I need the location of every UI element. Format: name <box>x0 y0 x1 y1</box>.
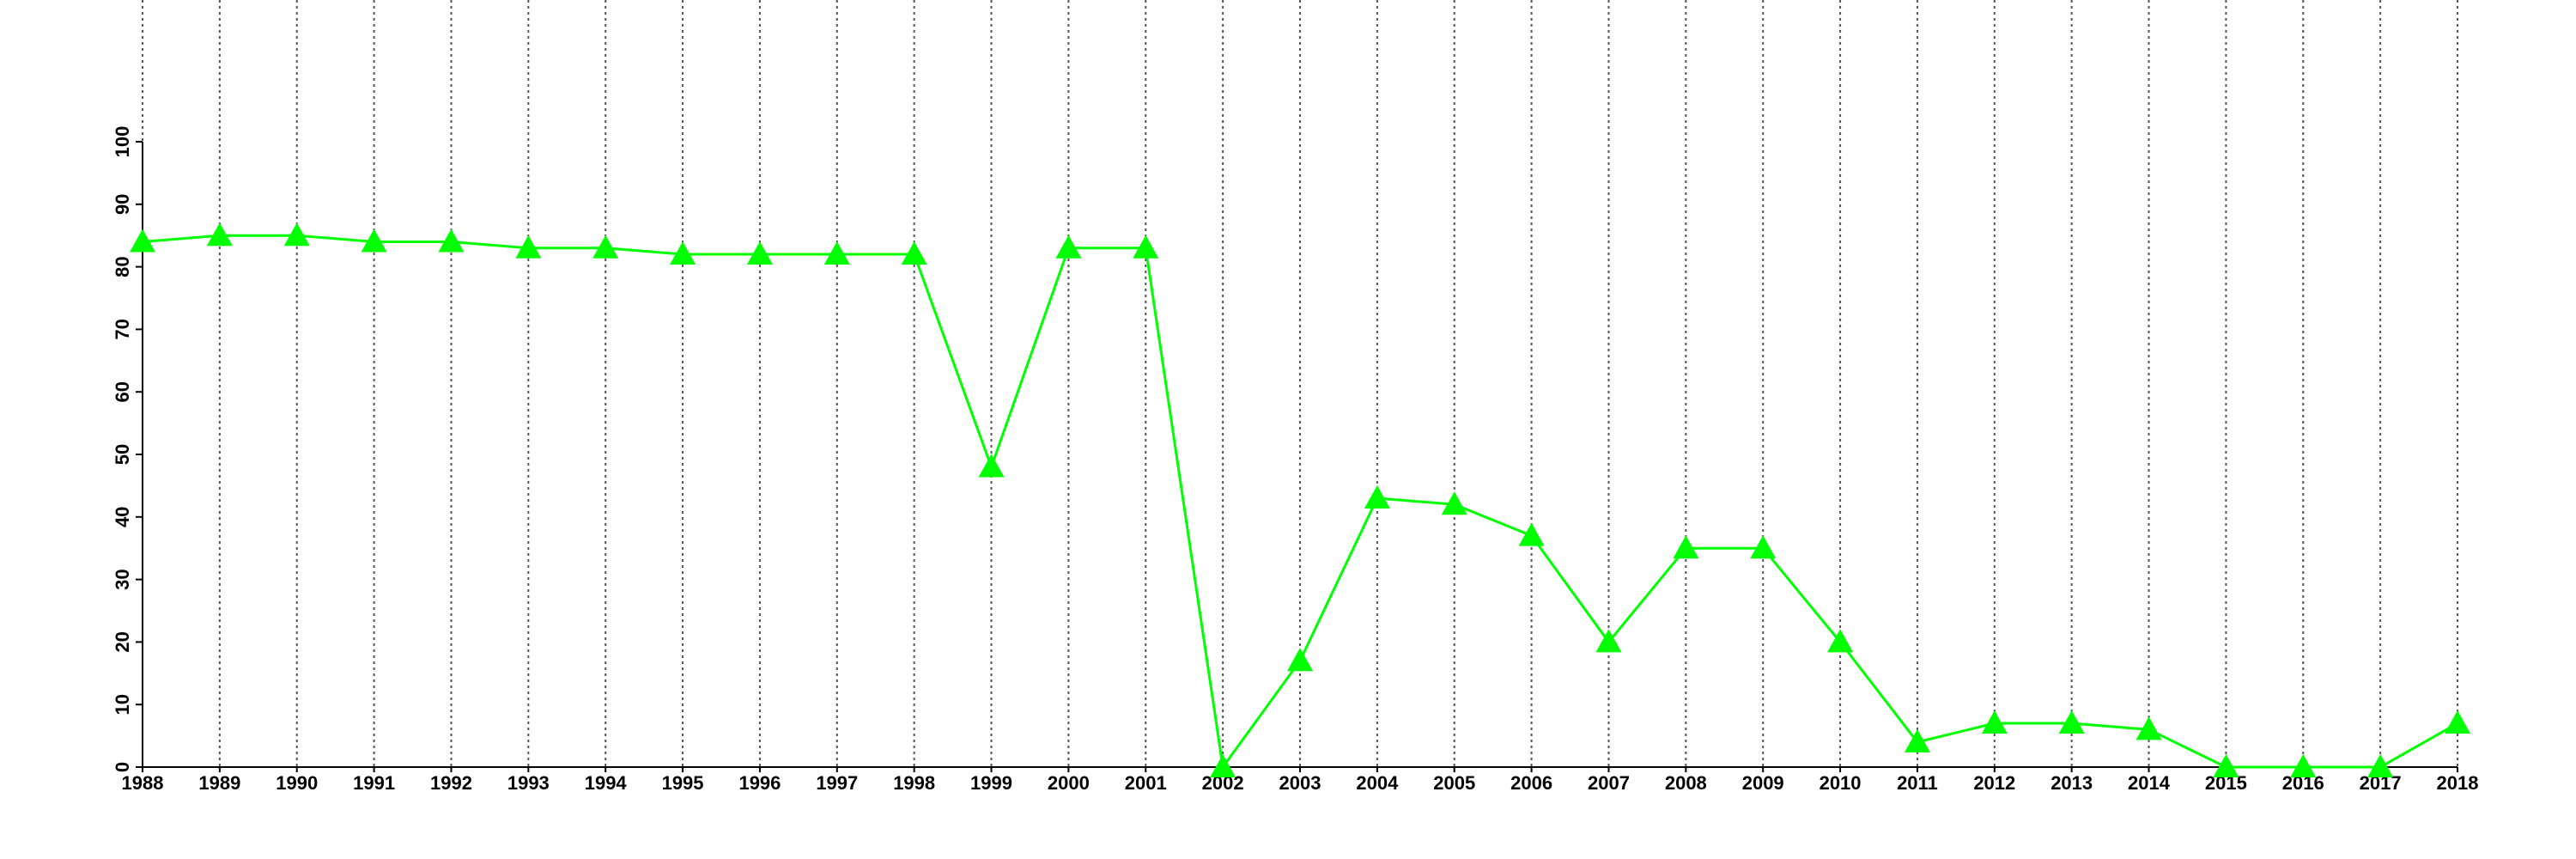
data-marker <box>1133 235 1159 259</box>
data-marker <box>901 241 927 265</box>
data-marker <box>592 235 619 259</box>
x-tick-label: 1992 <box>430 772 472 794</box>
y-tick-label: 80 <box>112 256 133 277</box>
y-tick-label: 90 <box>112 194 133 215</box>
data-marker <box>2290 754 2317 777</box>
data-marker <box>1518 522 1545 546</box>
data-marker <box>1055 235 1082 259</box>
data-marker <box>515 235 542 259</box>
data-marker <box>978 454 1005 478</box>
x-tick-label: 1991 <box>353 772 395 794</box>
x-tick-label: 2003 <box>1279 772 1321 794</box>
y-tick-label: 50 <box>112 444 133 465</box>
data-marker <box>1750 535 1777 559</box>
x-tick-label: 2001 <box>1125 772 1167 794</box>
x-tick-label: 2005 <box>1433 772 1475 794</box>
x-tick-label: 2008 <box>1665 772 1707 794</box>
x-tick-label: 1996 <box>738 772 781 794</box>
y-tick-label: 20 <box>112 631 133 652</box>
data-marker <box>1287 648 1313 672</box>
x-tick-label: 1988 <box>122 772 164 794</box>
data-marker <box>2213 754 2239 777</box>
x-tick-label: 1998 <box>893 772 935 794</box>
x-tick-label: 2013 <box>2050 772 2093 794</box>
y-tick-label: 10 <box>112 694 133 715</box>
data-marker <box>1827 629 1854 653</box>
data-marker <box>2445 710 2470 734</box>
y-tick-label: 60 <box>112 381 133 402</box>
data-marker <box>1673 535 1699 559</box>
x-tick-label: 1997 <box>816 772 858 794</box>
x-tick-label: 2000 <box>1048 772 1090 794</box>
data-marker <box>1904 728 1930 752</box>
data-marker <box>130 228 155 253</box>
data-marker <box>2136 716 2162 740</box>
data-marker <box>1210 754 1236 777</box>
y-tick-label: 70 <box>112 319 133 339</box>
data-marker <box>1441 491 1467 515</box>
x-tick-label: 2004 <box>1356 772 1399 794</box>
data-marker <box>1981 710 2008 734</box>
data-marker <box>283 222 310 247</box>
data-marker <box>1595 629 1622 653</box>
x-tick-label: 1994 <box>585 772 628 794</box>
x-tick-label: 2010 <box>1820 772 1862 794</box>
x-tick-label: 2018 <box>2437 772 2479 794</box>
x-tick-label: 2012 <box>1973 772 2015 794</box>
x-tick-label: 2011 <box>1897 772 1938 794</box>
y-tick-label: 30 <box>112 569 133 589</box>
data-marker <box>206 222 233 247</box>
x-tick-label: 1990 <box>276 772 318 794</box>
x-tick-label: 1993 <box>507 772 550 794</box>
x-tick-label: 1995 <box>662 772 704 794</box>
x-tick-label: 1999 <box>970 772 1012 794</box>
data-marker <box>361 228 387 253</box>
x-tick-label: 2009 <box>1742 772 1784 794</box>
x-tick-label: 2007 <box>1588 772 1630 794</box>
x-tick-label: 2006 <box>1510 772 1552 794</box>
x-tick-label: 2014 <box>2128 772 2171 794</box>
data-marker <box>823 241 850 265</box>
x-tick-label: 1989 <box>198 772 240 794</box>
y-tick-label: 0 <box>112 762 133 772</box>
data-marker <box>746 241 773 265</box>
data-marker <box>2058 710 2085 734</box>
data-marker <box>2367 754 2394 777</box>
y-tick-label: 100 <box>112 126 133 158</box>
data-marker <box>438 228 465 253</box>
data-marker <box>670 241 696 265</box>
y-tick-label: 40 <box>112 507 133 527</box>
data-marker <box>1364 484 1390 509</box>
